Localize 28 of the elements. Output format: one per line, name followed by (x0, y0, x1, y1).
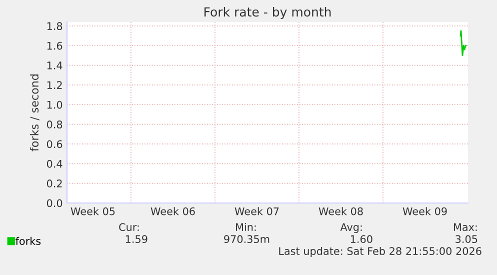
text: Max: (454, 223, 477, 232)
y-tick-label: 1.2 (47, 81, 62, 89)
x-tick-label: Week 07 (234, 207, 279, 216)
line-series (460, 30, 467, 56)
chart-title: Fork rate - by month (204, 6, 331, 20)
text: Avg: (340, 223, 362, 234)
y-tick-label: 0.0 (46, 199, 62, 208)
y-tick-label: 1.4 (47, 62, 62, 70)
text: Cur: (119, 223, 139, 232)
x-tick-label: Week 05 (70, 207, 115, 216)
y-axis-title: forks / second (30, 74, 40, 152)
text: Last update: Sat Feb 28 21:55:00 2026 (279, 246, 482, 258)
x-tick-label: Week 06 (150, 207, 195, 216)
text: Min: (236, 222, 256, 231)
y-tick-label: 1.6 (47, 42, 62, 50)
text: 1.60 (350, 235, 372, 244)
text: 3.05 (456, 235, 478, 244)
text: 1.59 (126, 235, 148, 244)
y-tick-label: 1.0 (47, 100, 62, 109)
legend-label: forks (16, 236, 41, 245)
y-tick-label: 0.2 (46, 180, 62, 188)
text: 970.35m (224, 235, 270, 244)
y-tick-label: 1.8 (47, 22, 62, 30)
y-tick-label: 0.6 (46, 140, 62, 148)
x-tick-label: Week 09 (402, 207, 447, 216)
y-tick-label: 0.8 (46, 120, 62, 128)
x-tick-label: Week 08 (318, 207, 363, 216)
y-tick-label: 0.4 (46, 160, 62, 168)
